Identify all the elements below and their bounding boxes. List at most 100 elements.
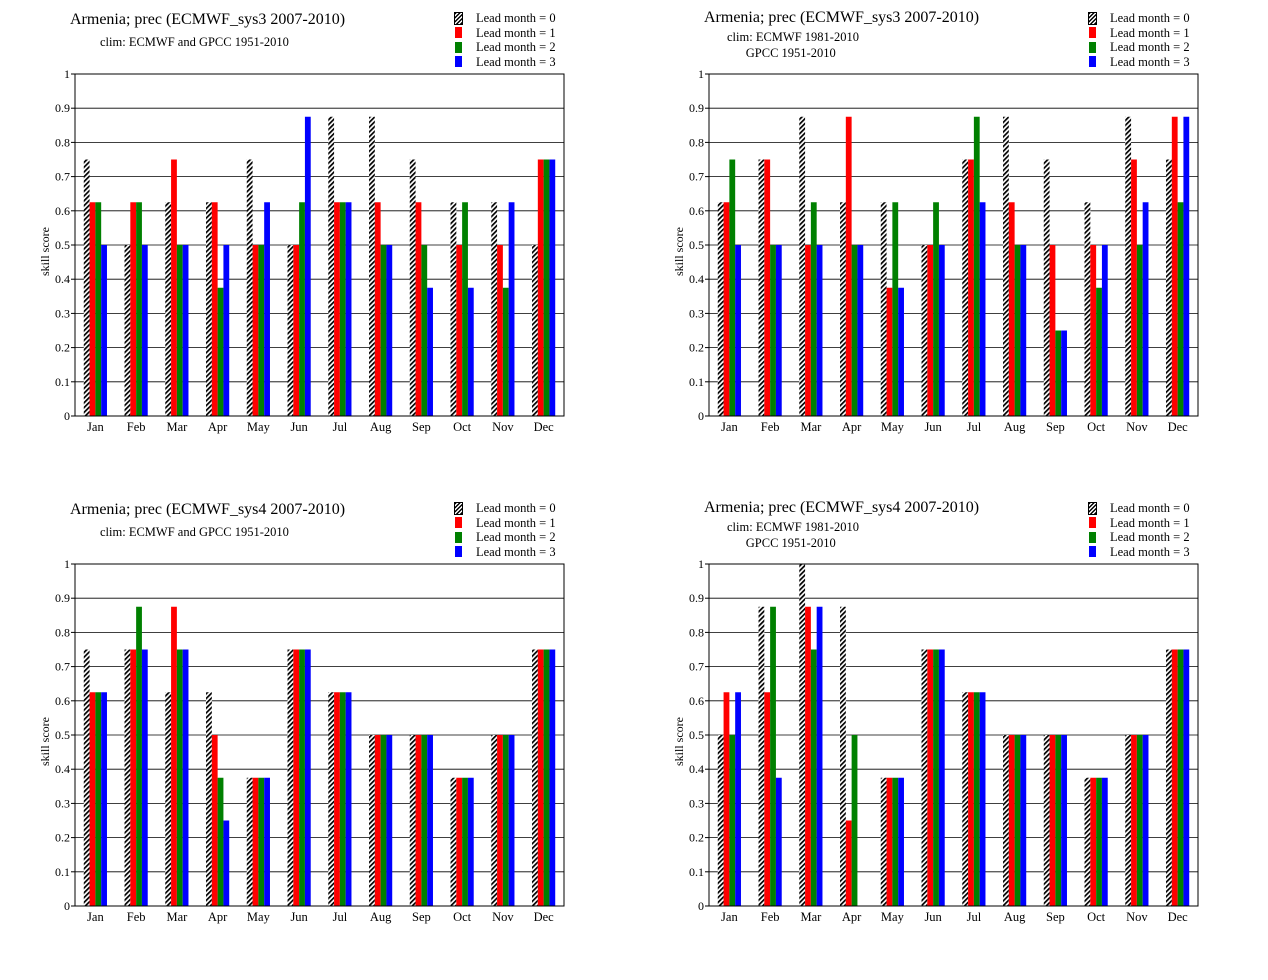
bar-aug-lead0 xyxy=(369,735,375,906)
bar-nov-lead3 xyxy=(1142,202,1149,416)
bar-dec-lead2 xyxy=(1177,649,1184,906)
bar-aug-lead0 xyxy=(369,116,375,416)
chart-title: Armenia; prec (ECMWF_sys3 2007-2010) xyxy=(70,11,346,28)
x-tick-label: Jan xyxy=(721,910,738,924)
bar-aug-lead1 xyxy=(1008,202,1015,416)
bar-oct-lead1 xyxy=(1090,245,1097,416)
bar-sep-lead1 xyxy=(415,202,422,416)
chart-legend: Lead month = 0 Lead month = 1 Lead month… xyxy=(1088,11,1190,70)
x-tick-label: Jun xyxy=(290,420,308,434)
bar-jul-lead3 xyxy=(979,692,986,906)
bar-jan-lead3 xyxy=(101,245,107,416)
legend-label: Lead month = 0 xyxy=(1110,501,1190,515)
bar-mar-lead0 xyxy=(799,116,806,416)
y-tick-label: 0.6 xyxy=(689,694,704,708)
bar-jun-lead3 xyxy=(304,649,311,906)
bar-feb-lead0 xyxy=(124,245,131,416)
bar-may-lead1 xyxy=(252,777,259,906)
bar-oct-lead3 xyxy=(1101,245,1108,416)
bar-oct-lead0 xyxy=(1084,777,1091,906)
bar-feb-lead0 xyxy=(758,606,765,906)
x-tick-label: Dec xyxy=(534,420,555,434)
bar-dec-lead1 xyxy=(537,649,544,906)
bar-feb-lead1 xyxy=(764,159,771,416)
bar-feb-lead3 xyxy=(141,649,148,906)
x-tick-label: Nov xyxy=(1126,910,1148,924)
bar-feb-lead2 xyxy=(770,245,776,416)
legend-swatch xyxy=(455,546,462,558)
bar-sep-lead1 xyxy=(1049,735,1056,906)
y-tick-label: 0.3 xyxy=(689,796,704,810)
x-tick-label: Aug xyxy=(370,420,392,434)
bar-apr-lead2 xyxy=(851,735,858,906)
legend-label: Lead month = 1 xyxy=(476,25,556,40)
y-tick-label: 0 xyxy=(64,899,70,913)
bar-jan-lead3 xyxy=(735,692,741,906)
bar-mar-lead3 xyxy=(816,245,823,416)
chart-panel-sys4-split: Armenia; prec (ECMWF_sys4 2007-2010) cli… xyxy=(634,490,1268,980)
bar-nov-lead2 xyxy=(1136,735,1143,906)
bar-aug-lead3 xyxy=(1020,245,1027,416)
chart-panel-sys3-split: Armenia; prec (ECMWF_sys3 2007-2010) cli… xyxy=(634,0,1268,490)
bar-oct-lead2 xyxy=(462,777,468,906)
y-tick-label: 0.3 xyxy=(55,796,70,810)
bar-chart: 0 0.1 0.2 0.3 0.4 0.5 0.6 0.7 0.8 0.9 1 Jan Feb Mar Ap… xyxy=(689,67,1199,434)
x-tick-label: Jun xyxy=(290,910,308,924)
y-tick-label: 0.6 xyxy=(55,204,70,218)
bar-feb-lead3 xyxy=(775,777,782,906)
plot-frame xyxy=(708,73,1199,417)
bar-dec-lead0 xyxy=(1166,159,1172,416)
chart-subtitle: clim: ECMWF 1981-2010 GPCC 1951-2010 xyxy=(727,30,859,60)
bar-aug-lead3 xyxy=(386,245,393,416)
x-tick-label: Feb xyxy=(761,910,780,924)
legend-item-lead0: Lead month = 0 xyxy=(454,501,556,516)
bar-nov-lead3 xyxy=(508,735,515,906)
x-tick-label: Mar xyxy=(166,910,188,924)
bar-jun-lead1 xyxy=(293,245,300,416)
bar-aug-lead1 xyxy=(1008,735,1015,906)
bar-dec-lead1 xyxy=(537,159,544,416)
bar-sep-lead3 xyxy=(427,735,433,906)
legend-swatch xyxy=(1089,27,1096,39)
bar-apr-lead1 xyxy=(845,116,852,416)
bar-nov-lead0 xyxy=(491,202,498,416)
bar-mar-lead0 xyxy=(165,202,172,416)
bar-jan-lead0 xyxy=(83,649,90,906)
x-tick-label: Jan xyxy=(87,910,104,924)
legend-swatch xyxy=(1089,56,1096,68)
bar-dec-lead2 xyxy=(543,159,550,416)
bar-jan-lead1 xyxy=(723,202,730,416)
bar-mar-lead1 xyxy=(171,606,177,906)
legend-swatch xyxy=(1089,517,1096,529)
bar-apr-lead3 xyxy=(223,245,230,416)
bar-mar-lead1 xyxy=(805,606,811,906)
y-tick-label: 0.5 xyxy=(55,728,70,742)
legend-item-lead0: Lead month = 0 xyxy=(454,11,556,26)
bar-jul-lead1 xyxy=(968,692,974,906)
bar-nov-lead2 xyxy=(502,735,509,906)
y-tick-label: 0.9 xyxy=(689,101,704,115)
bar-may-lead1 xyxy=(252,245,259,416)
bar-aug-lead0 xyxy=(1003,116,1009,416)
x-tick-label: Mar xyxy=(800,420,822,434)
y-tick-label: 0.1 xyxy=(55,865,70,879)
bar-mar-lead3 xyxy=(816,606,823,906)
y-tick-label: 0.6 xyxy=(689,204,704,218)
legend-label: Lead month = 2 xyxy=(1110,530,1190,544)
chart-title: Armenia; prec (ECMWF_sys4 2007-2010) xyxy=(704,499,980,516)
bar-feb-lead1 xyxy=(130,649,137,906)
bar-oct-lead0 xyxy=(1084,202,1091,416)
legend-item-lead2: Lead month = 2 xyxy=(1089,530,1190,545)
bar-sep-lead0 xyxy=(1043,159,1050,416)
x-tick-label: Aug xyxy=(1004,910,1026,924)
bar-aug-lead1 xyxy=(374,202,381,416)
bar-jun-lead2 xyxy=(933,202,939,416)
legend-item-lead3: Lead month = 3 xyxy=(1089,55,1190,70)
x-tick-label: Nov xyxy=(492,420,514,434)
legend-label: Lead month = 1 xyxy=(1110,515,1190,530)
y-tick-label: 0.4 xyxy=(689,272,704,286)
bar-mar-lead2 xyxy=(810,202,817,416)
y-tick-label: 0.7 xyxy=(689,660,704,674)
legend-swatch xyxy=(1089,41,1096,53)
x-tick-label: Sep xyxy=(412,420,431,434)
